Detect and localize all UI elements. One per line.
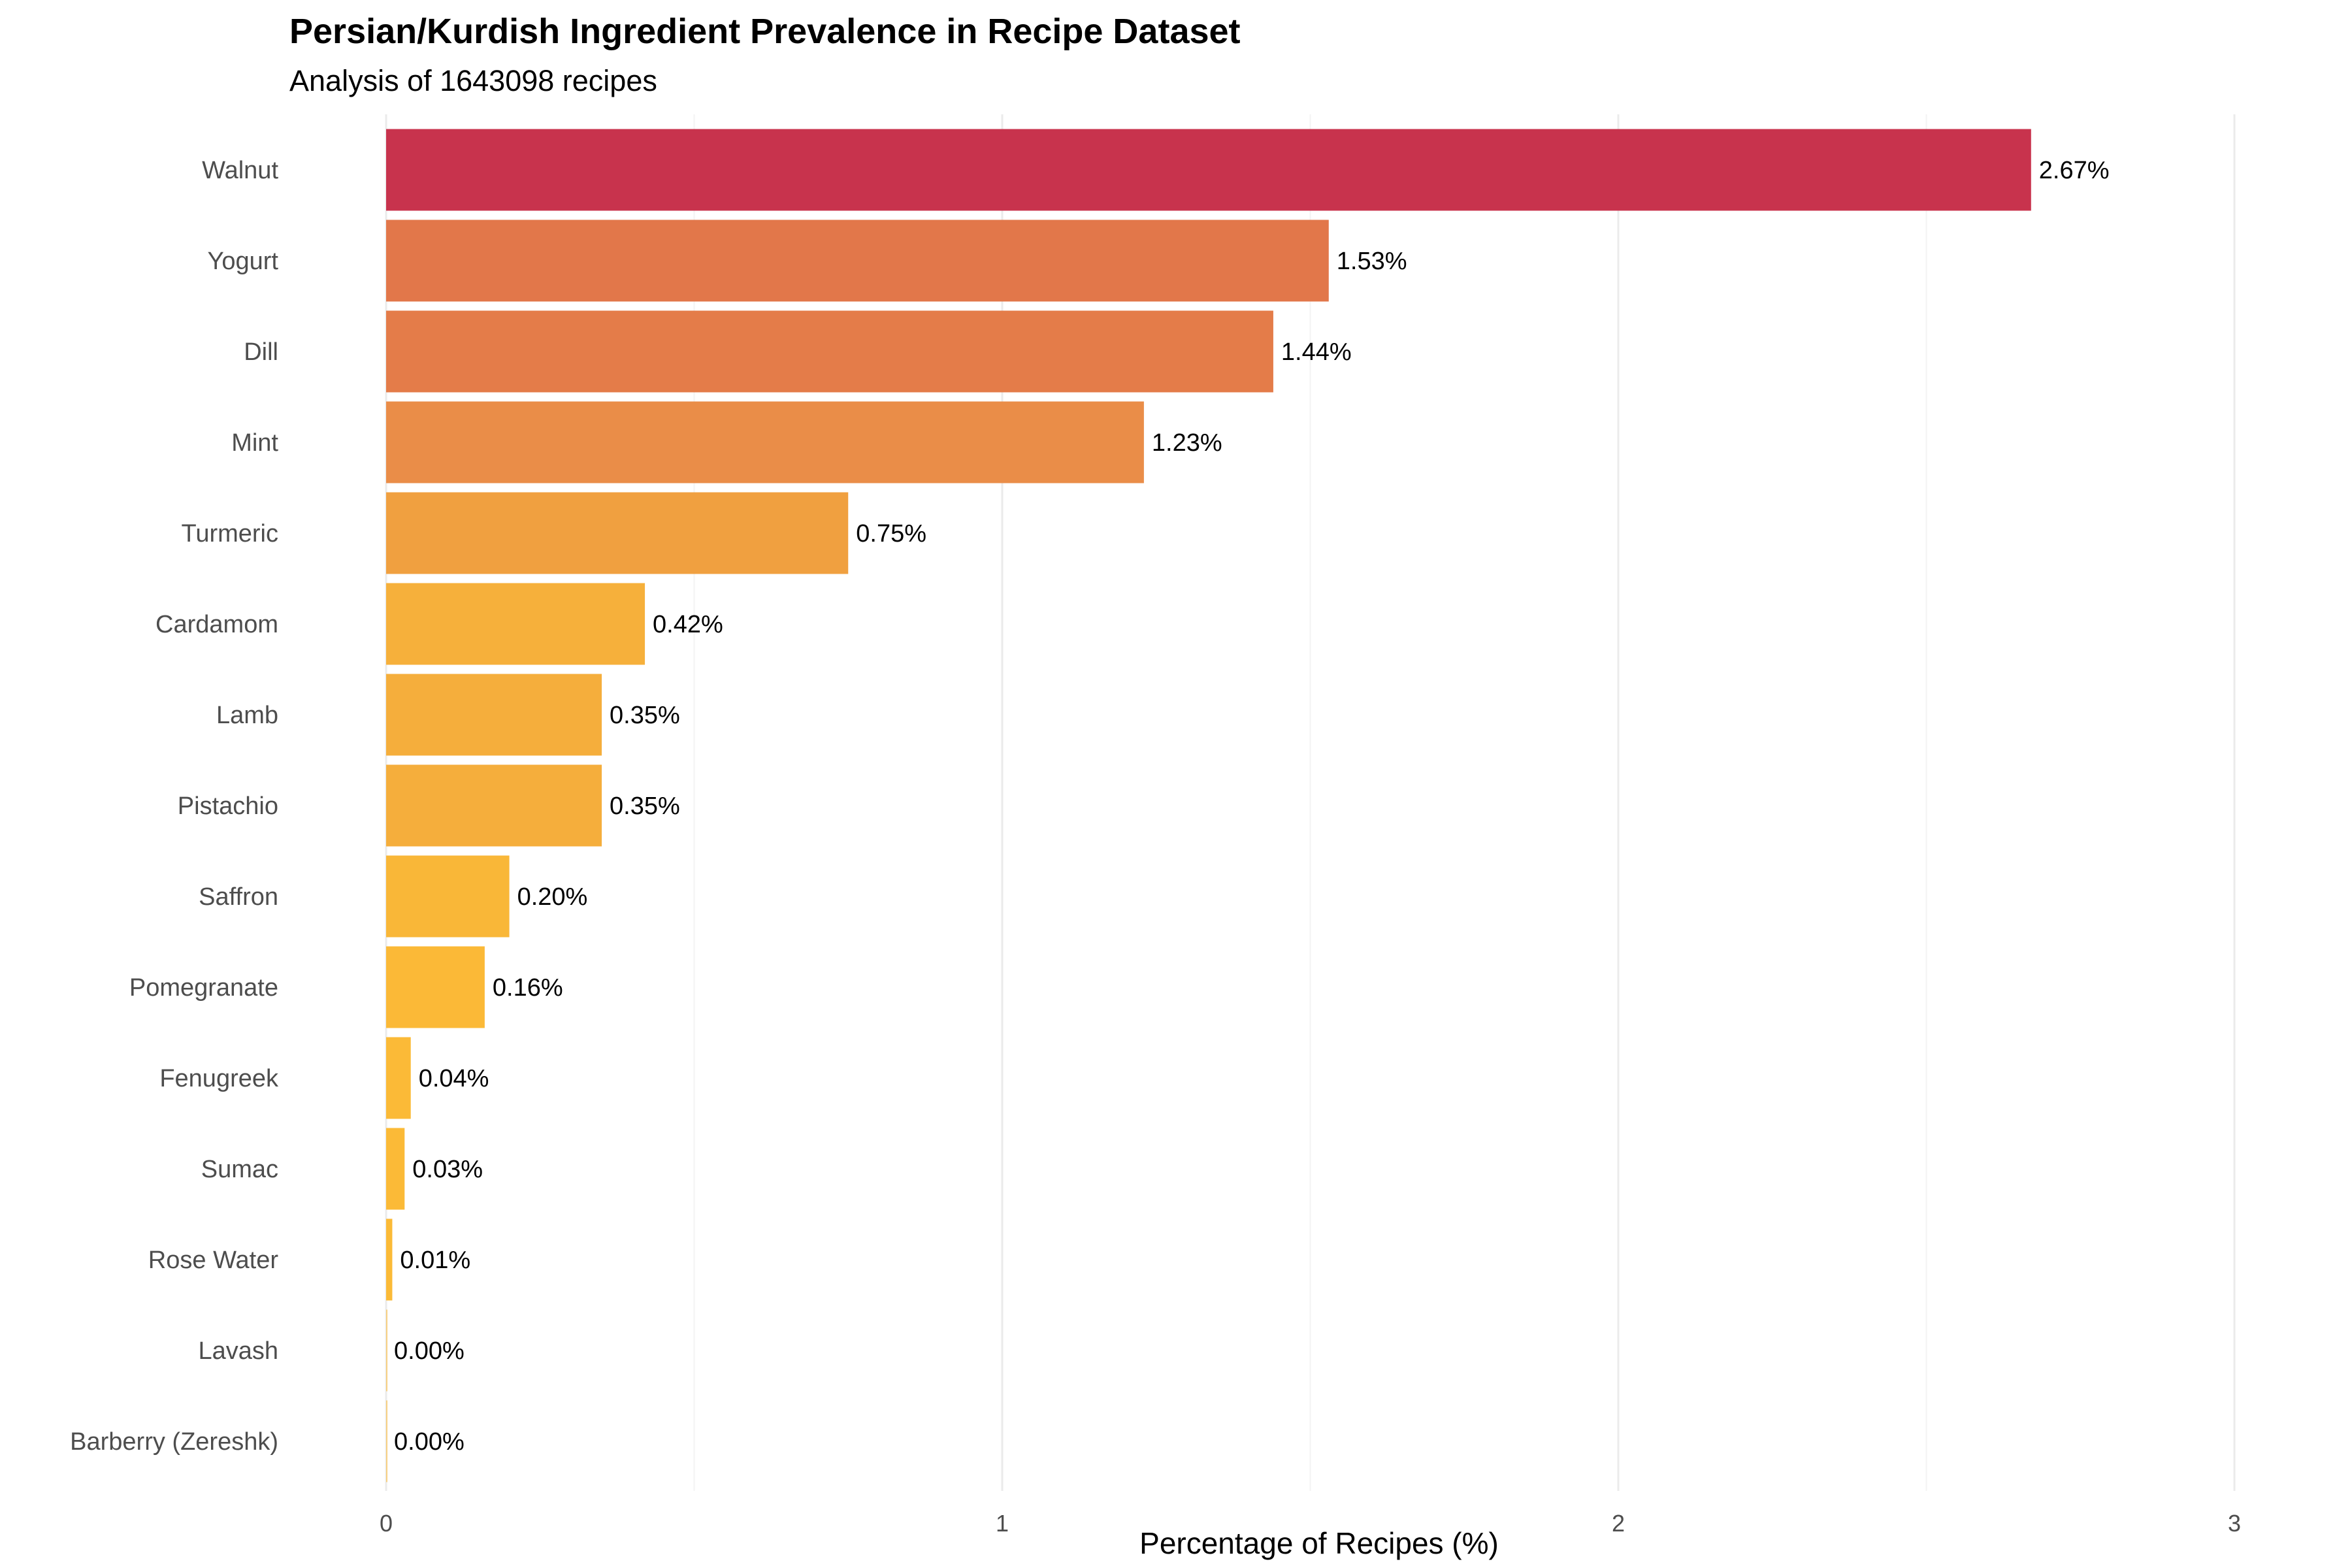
category-label: Dill (244, 338, 278, 366)
value-label: 0.20% (517, 883, 588, 911)
value-label: 0.00% (394, 1428, 465, 1456)
category-label: Yogurt (208, 248, 279, 275)
category-label: Walnut (202, 157, 278, 184)
value-label: 0.75% (856, 520, 926, 547)
category-labels: Walnut Yogurt Dill Mint Turmeric Cardamom Lamb… (70, 157, 279, 1456)
value-label: 0.04% (419, 1065, 489, 1092)
category-label: Lamb (216, 702, 278, 729)
bar (386, 1128, 405, 1210)
x-tick-labels: 0 1 2 3 (380, 1510, 2241, 1537)
category-label: Cardamom (155, 611, 278, 638)
value-label: 1.44% (1281, 338, 1352, 366)
bar (386, 764, 602, 847)
category-label: Lavash (198, 1337, 278, 1365)
value-label: 0.42% (653, 611, 723, 638)
bar (386, 1309, 387, 1392)
category-label: Pistachio (178, 792, 278, 820)
bar (386, 1218, 393, 1301)
bar (386, 583, 645, 665)
value-label: 0.16% (493, 974, 563, 1002)
bar (386, 1037, 411, 1119)
value-labels: 2.67% 1.53% 1.44% 1.23% 0.75% 0.42% 0.35% 0.35%… (394, 157, 2110, 1456)
bar (386, 401, 1144, 483)
bar (386, 220, 1329, 302)
bar (386, 492, 849, 574)
value-label: 0.35% (610, 702, 680, 729)
value-label: 0.01% (400, 1247, 470, 1274)
x-tick-label: 3 (2228, 1510, 2241, 1537)
x-axis-title: Percentage of Recipes (%) (1139, 1526, 1499, 1560)
category-label: Sumac (201, 1156, 278, 1183)
category-label: Turmeric (182, 520, 278, 547)
chart-title: Persian/Kurdish Ingredient Prevalence in… (289, 12, 1241, 51)
value-label: 2.67% (2039, 157, 2110, 184)
value-label: 1.53% (1337, 248, 1407, 275)
category-label: Saffron (199, 883, 278, 911)
bar (386, 674, 602, 756)
value-label: 0.35% (610, 792, 680, 820)
bar (386, 946, 485, 1028)
category-label: Fenugreek (159, 1065, 279, 1092)
bar (386, 855, 510, 938)
category-label: Mint (231, 429, 278, 457)
category-label: Barberry (Zereshk) (70, 1428, 278, 1456)
x-tick-label: 2 (1612, 1510, 1625, 1537)
category-label: Rose Water (148, 1247, 279, 1274)
value-label: 0.03% (412, 1156, 483, 1183)
value-label: 1.23% (1152, 429, 1222, 457)
bar (386, 310, 1273, 393)
category-label: Pomegranate (129, 974, 278, 1002)
x-tick-label: 1 (996, 1510, 1009, 1537)
chart-subtitle: Analysis of 1643098 recipes (289, 64, 657, 97)
x-tick-label: 0 (380, 1510, 393, 1537)
bar (386, 1400, 387, 1482)
bars (386, 129, 2031, 1482)
value-label: 0.00% (394, 1337, 465, 1365)
bar (386, 129, 2031, 211)
